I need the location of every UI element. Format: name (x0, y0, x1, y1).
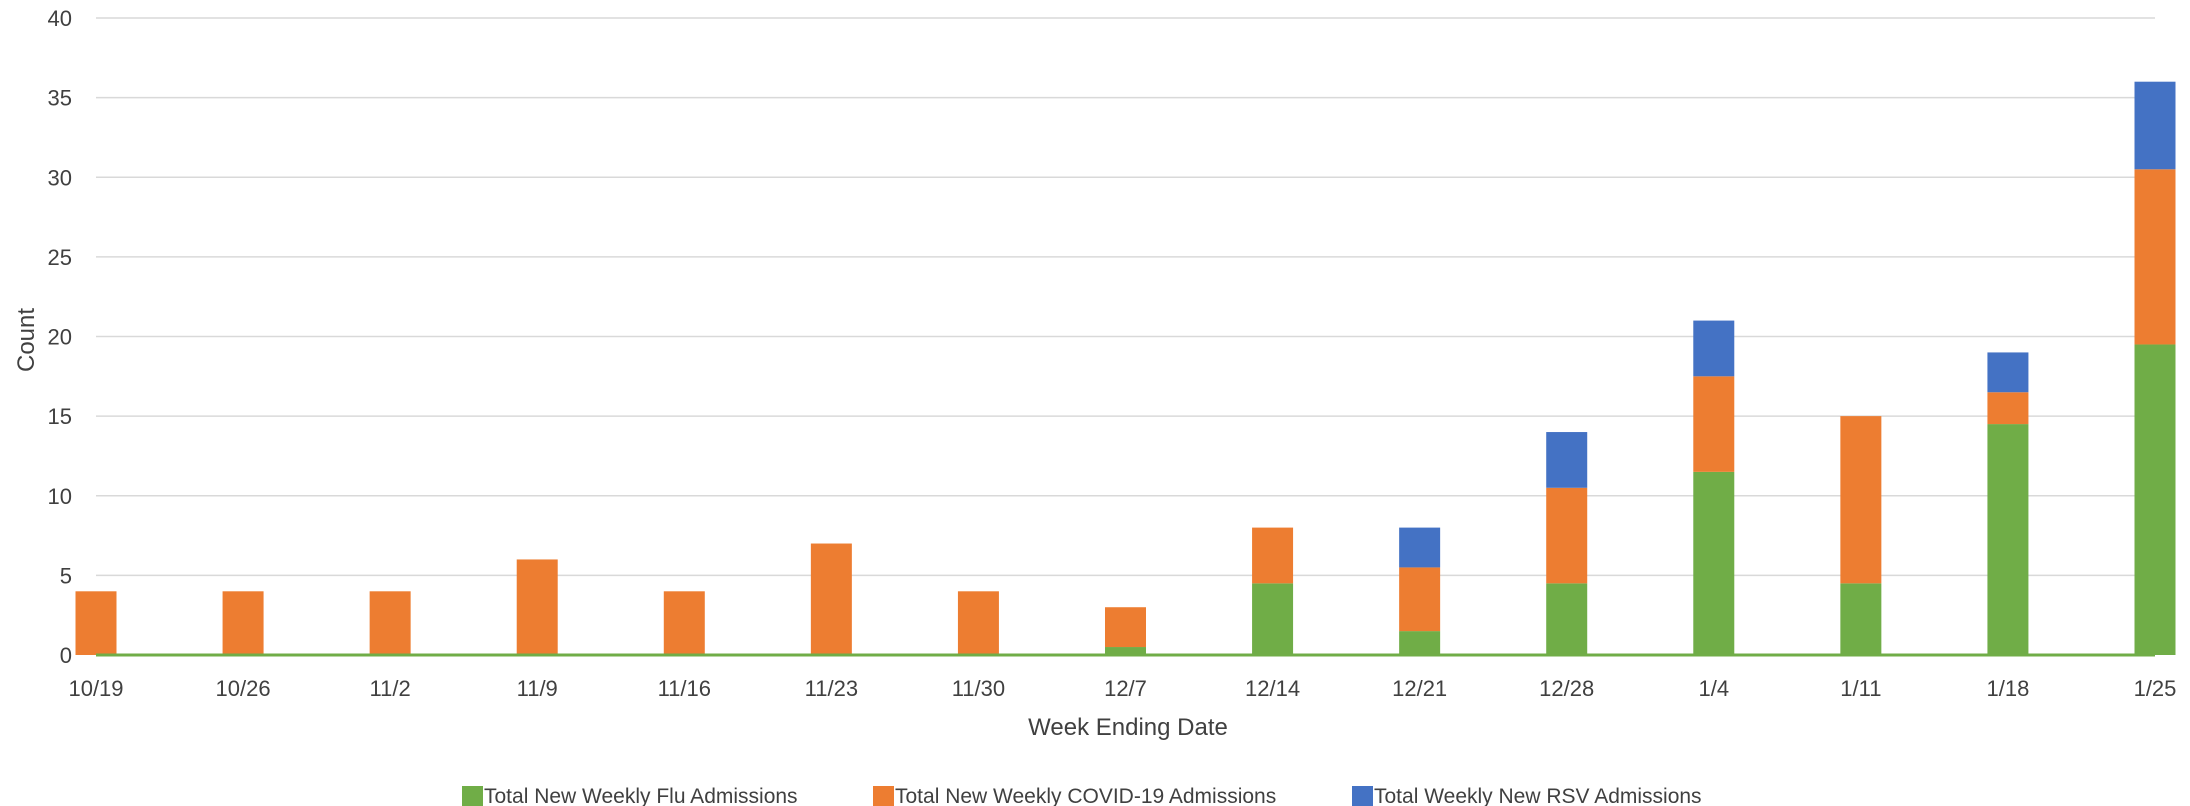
bar-segment-series-1 (957, 591, 999, 655)
x-tick-label: 11/30 (952, 676, 1005, 701)
bar-segment-series-2 (1987, 352, 2029, 393)
y-tick-label: 25 (48, 245, 72, 270)
bar-segment-series-0 (1840, 583, 1882, 655)
x-tick-label: 1/18 (1987, 676, 2030, 701)
x-tick-label: 11/23 (805, 676, 858, 701)
bar-segment-series-1 (1252, 527, 1294, 584)
bar-segment-series-1 (1105, 607, 1146, 648)
bar-segment-series-0 (1105, 647, 1146, 655)
bar-segment-series-1 (75, 591, 117, 655)
bar-segment-series-2 (1693, 320, 1735, 377)
y-tick-label: 30 (48, 165, 72, 190)
bar-segment-series-0 (1987, 424, 2029, 655)
legend-label: Total New Weekly Flu Admissions (484, 785, 798, 806)
y-tick-label: 5 (60, 563, 72, 588)
legend-label: Total Weekly New RSV Admissions (1374, 785, 1702, 806)
legend-label: Total New Weekly COVID-19 Admissions (895, 785, 1276, 806)
y-tick-label: 15 (48, 404, 72, 429)
gridlines (96, 17, 2155, 577)
bar-segment-series-1 (1693, 376, 1735, 472)
x-tick-label: 10/19 (68, 676, 123, 701)
bar-segment-series-0 (1252, 583, 1294, 655)
y-tick-label: 40 (48, 6, 72, 31)
bar-segment-series-0 (1399, 631, 1441, 655)
bar-segment-series-2 (2134, 81, 2176, 170)
bar-segment-series-1 (1840, 416, 1882, 584)
y-tick-label: 0 (60, 643, 72, 668)
legend-item: Total New Weekly COVID-19 Admissions (873, 785, 1276, 806)
bar-segment-series-1 (2134, 169, 2176, 345)
bar-segment-series-0 (2134, 344, 2176, 655)
legend: Total New Weekly Flu Admissions Total New… (462, 785, 1702, 806)
x-tick-label: 11/9 (517, 676, 558, 701)
y-axis-title: Count (13, 308, 40, 372)
bar-segment-series-1 (369, 591, 411, 655)
bar-segment-series-2 (1546, 432, 1588, 488)
bar-segment-series-0 (1693, 471, 1735, 655)
bar-segment-series-2 (1399, 527, 1441, 568)
legend-item: Total New Weekly Flu Admissions (462, 785, 798, 806)
x-tick-label: 12/28 (1539, 676, 1594, 701)
x-tick-label: 1/4 (1698, 676, 1729, 701)
bars (75, 81, 2176, 657)
legend-item: Total Weekly New RSV Admissions (1352, 785, 1702, 806)
x-tick-label: 12/7 (1104, 676, 1147, 701)
x-tick-label: 11/2 (370, 676, 411, 701)
bar-segment-series-1 (810, 543, 852, 655)
bar-segment-series-1 (1546, 487, 1588, 584)
x-tick-label: 10/26 (216, 676, 271, 701)
y-tick-label: 10 (48, 484, 72, 509)
legend-swatch (873, 786, 894, 806)
x-tick-label: 12/14 (1245, 676, 1300, 701)
bar-segment-series-1 (1399, 567, 1441, 632)
bar-segment-series-0 (1546, 583, 1588, 655)
x-tick-label: 1/11 (1840, 676, 1881, 701)
y-tick-label: 20 (48, 325, 72, 350)
bar-segment-series-1 (516, 559, 558, 655)
x-tick-label: 12/21 (1392, 676, 1447, 701)
y-tick-label: 35 (48, 86, 72, 111)
x-axis-title: Week Ending Date (1028, 714, 1228, 741)
legend-swatch (462, 786, 483, 806)
bar-segment-series-1 (1987, 392, 2029, 425)
legend-swatch (1352, 786, 1373, 806)
bar-segment-series-1 (222, 591, 264, 655)
bar-segment-series-1 (663, 591, 705, 655)
x-tick-label: 11/16 (658, 676, 711, 701)
y-axis-ticks: 0 5 10 15 20 25 30 35 40 (48, 6, 72, 668)
x-tick-label: 1/25 (2134, 676, 2177, 701)
x-axis-ticks: 10/19 10/26 11/2 11/9 11/16 11/23 11/30 12/7 12/… (68, 676, 2176, 701)
